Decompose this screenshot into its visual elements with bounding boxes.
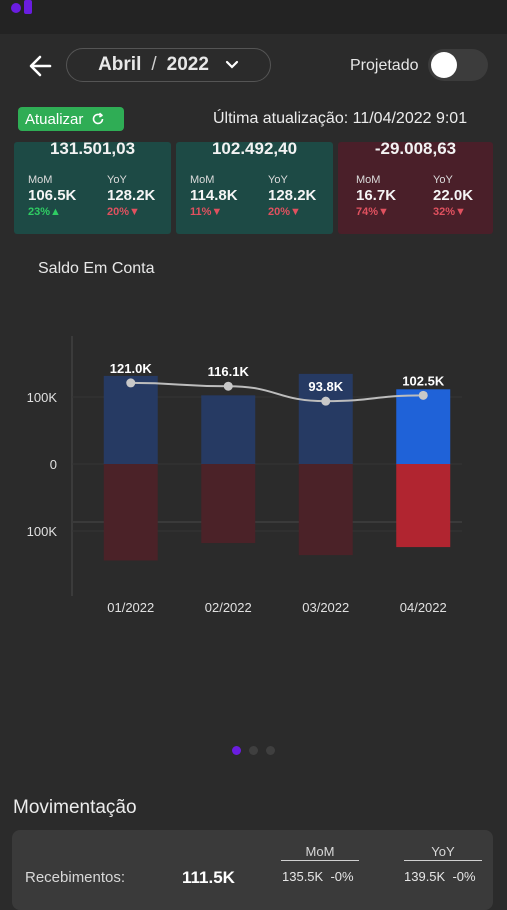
- bar-negative: [201, 464, 256, 544]
- projetado-label: Projetado: [350, 57, 419, 74]
- update-button-label: Atualizar: [25, 110, 84, 128]
- bar-negative: [396, 464, 451, 548]
- bar-negative: [298, 464, 353, 556]
- status-bar: [0, 0, 507, 34]
- bar-positive: [103, 375, 158, 464]
- card-yoy: YoY 22.0K 32%▼: [433, 174, 473, 218]
- yoy-value: 128.2K: [107, 187, 156, 204]
- refresh-icon: [93, 112, 104, 125]
- header: Abril / 2022 Projetado: [0, 44, 507, 88]
- card-total: 102.492,40: [211, 142, 298, 158]
- trend-line: [130, 381, 424, 403]
- triangle-down-icon: ▼: [455, 206, 466, 218]
- data-label: 121.0K: [110, 361, 153, 376]
- recebimentos-label: Recebimentos:: [25, 869, 126, 886]
- arrow-left-icon: [29, 55, 52, 77]
- mom-value: 106.5K: [28, 187, 77, 204]
- y-tick-label: 100K: [27, 524, 58, 539]
- app-logo-icon: [11, 0, 32, 14]
- triangle-down-icon: ▼: [290, 206, 301, 218]
- mom-header: MoM: [281, 844, 359, 861]
- summary-cards: 131.501,03 MoM 106.5K 23%▲ YoY 128.2K 20…: [0, 142, 507, 234]
- month-label: Abril: [98, 54, 142, 75]
- x-tick-label: 01/2022: [107, 600, 154, 615]
- back-button[interactable]: [26, 52, 56, 80]
- last-update-text: Última atualização: 11/04/2022 9:01: [213, 110, 468, 127]
- card-yoy: YoY 128.2K 20%▼: [268, 174, 316, 218]
- date-separator: /: [151, 54, 157, 75]
- triangle-down-icon: ▼: [129, 206, 140, 218]
- yoy-pct: 20%▼: [268, 206, 301, 218]
- mom-label: MoM: [28, 174, 53, 186]
- mom-pct: 11%▼: [190, 206, 223, 218]
- bar-positive: [201, 395, 256, 464]
- x-tick-label: 02/2022: [205, 600, 252, 615]
- card-yoy: YoY 128.2K 20%▼: [107, 174, 155, 218]
- card-mom: MoM 16.7K 74%▼: [356, 174, 396, 218]
- trend-point: [126, 378, 136, 388]
- triangle-down-icon: ▼: [378, 206, 389, 218]
- yoy-label: YoY: [433, 174, 453, 186]
- triangle-down-icon: ▼: [211, 206, 223, 218]
- trend-point: [223, 381, 233, 391]
- movimentacao-card[interactable]: Recebimentos: 111.5K MoM 135.5K -0% YoY …: [12, 830, 493, 910]
- month-year-selector[interactable]: Abril / 2022: [66, 48, 271, 82]
- card-mom: MoM 114.8K 11%▼: [190, 174, 238, 218]
- yoy-pct: 20%▼: [107, 206, 140, 218]
- mom-value: 114.8K: [190, 187, 238, 204]
- toggle-knob: [431, 52, 457, 78]
- yoy-header: YoY: [404, 844, 482, 861]
- x-tick-label: 03/2022: [302, 600, 349, 615]
- triangle-up-icon: ▲: [50, 206, 61, 218]
- update-button[interactable]: Atualizar: [18, 107, 124, 131]
- recebimentos-value: 111.5K: [182, 868, 235, 887]
- bar-positive: [298, 373, 353, 464]
- summary-card-saldo[interactable]: -29.008,63 MoM 16.7K 74%▼ YoY 22.0K 32%▼: [338, 142, 493, 234]
- summary-card-receitas[interactable]: 131.501,03 MoM 106.5K 23%▲ YoY 128.2K 20…: [14, 142, 171, 234]
- mom-label: MoM: [190, 174, 215, 186]
- pager-dot[interactable]: [249, 746, 258, 755]
- data-label: 102.5K: [402, 373, 445, 388]
- x-tick-label: 04/2022: [400, 600, 447, 615]
- saldo-chart[interactable]: 100K 0 100K 01/2022 02/2022 03/2022 04/2022 121…: [0, 300, 507, 630]
- y-tick-label: 0: [50, 457, 57, 472]
- movimentacao-title: Movimentação: [13, 797, 137, 818]
- chart-title: Saldo Em Conta: [38, 260, 155, 277]
- data-label: 116.1K: [208, 364, 250, 379]
- yoy-pct: 32%▼: [433, 206, 466, 218]
- yoy-label: YoY: [107, 174, 127, 186]
- chevron-down-icon: [225, 60, 239, 69]
- yoy-value: 139.5K -0%: [404, 869, 476, 884]
- yoy-value: 128.2K: [268, 187, 317, 204]
- pager-dot[interactable]: [232, 746, 241, 755]
- mom-label: MoM: [356, 174, 381, 186]
- bar-positive: [396, 389, 451, 464]
- y-tick-label: 100K: [27, 390, 58, 405]
- mom-value: 16.7K: [356, 187, 397, 204]
- trend-point: [321, 396, 331, 406]
- yoy-value: 22.0K: [433, 187, 474, 204]
- projetado-toggle[interactable]: [428, 49, 488, 81]
- bar-negative: [103, 464, 158, 561]
- data-label: 93.8K: [308, 379, 343, 394]
- trend-point: [418, 390, 428, 400]
- mom-pct: 23%▲: [28, 206, 61, 218]
- year-label: 2022: [166, 54, 209, 75]
- card-mom: MoM 106.5K 23%▲: [28, 174, 76, 218]
- card-total: 131.501,03: [49, 142, 136, 158]
- card-total: -29.008,63: [374, 142, 457, 158]
- mom-value: 135.5K -0%: [282, 869, 354, 884]
- mom-pct: 74%▼: [356, 206, 389, 218]
- pager-dots[interactable]: [232, 746, 282, 756]
- yoy-label: YoY: [268, 174, 288, 186]
- pager-dot[interactable]: [266, 746, 275, 755]
- summary-card-despesas[interactable]: 102.492,40 MoM 114.8K 11%▼ YoY 128.2K 20…: [176, 142, 333, 234]
